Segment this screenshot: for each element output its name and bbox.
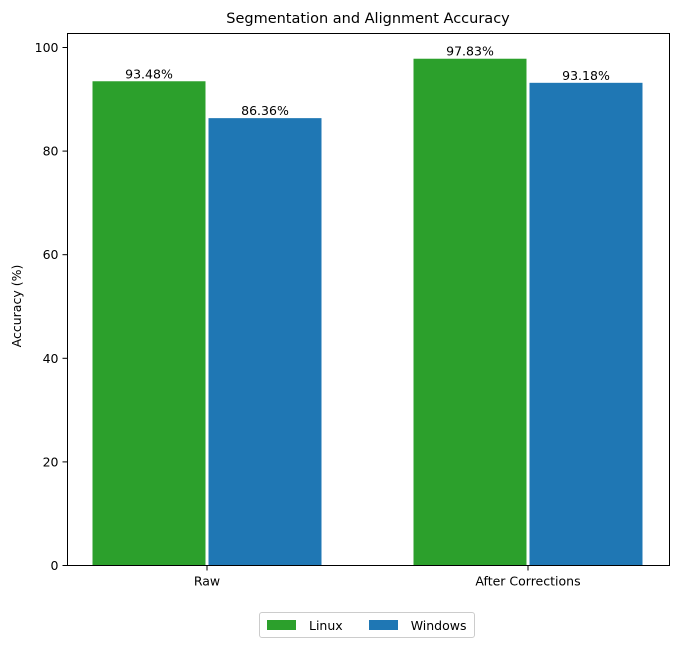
legend-label-windows: Windows (410, 617, 467, 633)
y-axis-label: Accuracy (%) (9, 265, 24, 348)
y-tick-label: 60 (43, 247, 59, 262)
legend: Linux Windows (259, 612, 475, 638)
legend-label-linux: Linux (309, 617, 343, 633)
plot-frame (67, 33, 670, 566)
data-label-linux-0: 93.48% (125, 66, 173, 81)
legend-swatch-linux (267, 620, 296, 630)
legend-item-linux: Linux (267, 618, 343, 633)
y-tick-label: 100 (35, 40, 59, 55)
y-tick-label: 20 (43, 454, 59, 469)
data-label-linux-1: 97.83% (446, 44, 494, 59)
bar-linux-0 (92, 81, 206, 566)
chart-title: Segmentation and Alignment Accuracy (226, 11, 510, 27)
bars-layer (92, 58, 643, 566)
bar-windows-1 (529, 82, 643, 566)
legend-swatch-windows (368, 620, 398, 630)
data-label-windows-0: 86.36% (241, 103, 289, 118)
x-tick-label: Raw (194, 574, 220, 589)
data-labels-layer: 93.48% 97.83% 86.36% 93.18% (125, 44, 610, 118)
bar-windows-0 (208, 118, 322, 566)
bar-linux-1 (413, 58, 527, 566)
data-label-windows-1: 93.18% (562, 68, 610, 83)
x-tick-label: After Corrections (475, 574, 580, 589)
legend-item-windows: Windows (368, 617, 467, 633)
y-tick-label: 40 (43, 351, 59, 366)
y-tick-label: 80 (43, 144, 59, 159)
ticks-layer: 0 20 40 60 80 100 Raw After Corrections (35, 40, 581, 589)
y-tick-label: 0 (51, 558, 59, 573)
